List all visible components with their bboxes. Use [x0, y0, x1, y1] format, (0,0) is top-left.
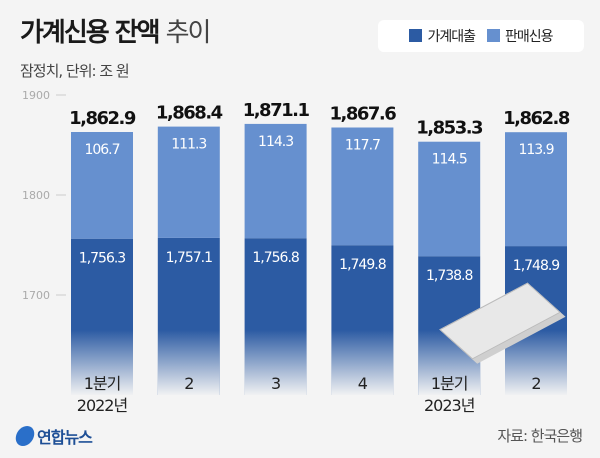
loans-value-label: 1,748.9	[513, 258, 560, 274]
total-value-label: 1,862.9	[69, 108, 136, 129]
legend-swatch	[487, 29, 500, 42]
logo-icon	[13, 426, 37, 446]
loans-value-label: 1,738.8	[426, 268, 473, 284]
sales-credit-value-label: 117.7	[345, 138, 380, 154]
bar-sales-credit	[418, 141, 481, 257]
y-tick-label: 1900	[22, 89, 50, 102]
loans-value-label: 1,749.8	[339, 257, 386, 273]
bar-fade	[505, 330, 567, 396]
subtitle: 잠정치, 단위: 조 원	[20, 62, 130, 80]
total-value-label: 1,862.8	[503, 108, 570, 129]
legend-item-loans: 가계대출	[409, 26, 476, 46]
legend: 가계대출 판매신용	[378, 20, 584, 52]
sales-credit-value-label: 106.7	[84, 142, 119, 158]
bar-sales-credit	[244, 123, 307, 239]
sales-credit-value-label: 111.3	[171, 137, 206, 153]
sales-credit-value-label: 114.3	[258, 134, 293, 150]
bar-fade	[157, 330, 220, 396]
bar-fade	[244, 330, 307, 396]
x-tick-label: 2	[184, 374, 193, 393]
x-tick-label: 2	[531, 374, 540, 393]
sales-credit-value-label: 114.5	[432, 152, 467, 168]
loans-value-label: 1,756.3	[79, 251, 126, 267]
logo: 연합뉴스	[13, 424, 93, 448]
x-tick-label: 1분기	[84, 374, 121, 393]
total-value-label: 1,868.4	[156, 103, 223, 124]
total-value-label: 1,853.3	[416, 118, 483, 139]
total-value-label: 1,867.6	[329, 104, 396, 125]
source: 자료: 한국은행	[497, 427, 583, 445]
bar-sales-credit	[71, 132, 133, 239]
bar-sales-credit	[157, 126, 220, 238]
bar-fade	[331, 330, 394, 396]
y-tick-label: 1700	[22, 289, 50, 302]
bar-fade	[71, 330, 133, 396]
x-tick-label: 3	[271, 374, 280, 393]
bar-sales-credit	[505, 132, 567, 247]
loans-value-label: 1,757.1	[166, 250, 213, 266]
bar-sales-credit	[331, 127, 394, 246]
legend-item-sales-credit: 판매신용	[487, 26, 554, 46]
legend-swatch	[409, 29, 423, 42]
x-tick-year-label: 2023년	[424, 396, 475, 415]
sales-credit-value-label: 113.9	[518, 142, 553, 158]
x-tick-year-label: 2022년	[77, 396, 128, 415]
loans-value-label: 1,756.8	[252, 250, 299, 266]
x-tick-label: 4	[358, 374, 368, 393]
y-tick-label: 1800	[22, 189, 50, 202]
total-value-label: 1,871.1	[243, 100, 310, 121]
page-title: 가계신용 잔액 추이	[20, 18, 211, 48]
x-tick-label: 1분기	[431, 374, 468, 393]
